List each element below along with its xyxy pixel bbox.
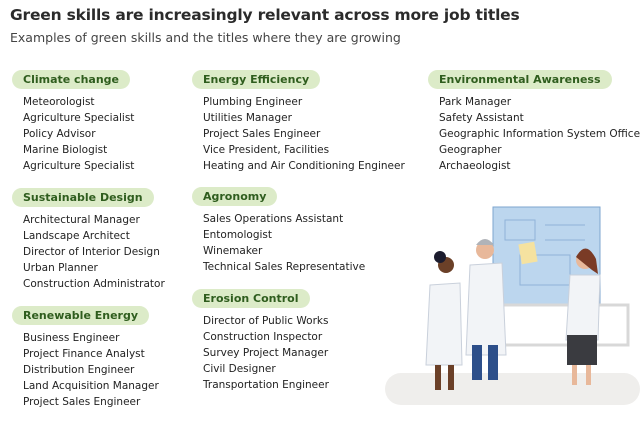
job-title: Project Sales Engineer [203,128,321,140]
group-label: Environmental Awareness [428,70,612,89]
illustration [385,206,640,405]
group-label: Agronomy [192,187,278,206]
job-title: Construction Administrator [23,278,165,290]
job-title: Policy Advisor [23,128,96,140]
job-title: Geographer [439,144,502,156]
job-title: Safety Assistant [439,112,524,124]
job-title: Land Acquisition Manager [23,380,159,392]
job-title: Technical Sales Representative [203,261,366,273]
job-title: Winemaker [203,245,263,257]
job-title: Landscape Architect [23,230,130,242]
job-title: Transportation Engineer [203,379,329,391]
job-title: Park Manager [439,96,512,108]
job-title: Sales Operations Assistant [203,213,344,225]
job-title: Director of Interior Design [23,246,160,258]
job-title: Project Sales Engineer [23,396,141,408]
job-title: Marine Biologist [23,144,108,156]
job-title: Agriculture Specialist [23,160,135,172]
group-label: Renewable Energy [12,306,150,325]
job-title: Utilities Manager [203,112,292,124]
job-title: Architectural Manager [23,214,140,226]
job-title: Plumbing Engineer [203,96,303,108]
job-title: Survey Project Manager [203,347,329,359]
group-label: Sustainable Design [12,188,154,207]
job-title: Construction Inspector [203,331,323,343]
job-title: Entomologist [203,229,272,241]
subtitle: Examples of green skills and the titles … [10,30,401,45]
title: Green skills are increasingly relevant a… [10,6,520,24]
job-title: Agriculture Specialist [23,112,135,124]
job-title: Civil Designer [203,363,276,375]
job-title: Director of Public Works [203,315,329,327]
job-title: Vice President, Facilities [203,144,330,156]
group-label: Energy Efficiency [192,70,321,89]
job-title: Meteorologist [23,96,95,108]
job-title: Business Engineer [23,332,120,344]
job-title: Heating and Air Conditioning Engineer [203,160,405,172]
job-title: Project Finance Analyst [23,348,145,360]
job-title: Urban Planner [23,262,98,274]
job-title: Distribution Engineer [23,364,135,376]
group-label: Climate change [12,70,130,89]
group-label: Erosion Control [192,289,310,308]
job-title: Archaeologist [439,160,511,172]
job-title: Geographic Information System Officer [439,128,640,140]
